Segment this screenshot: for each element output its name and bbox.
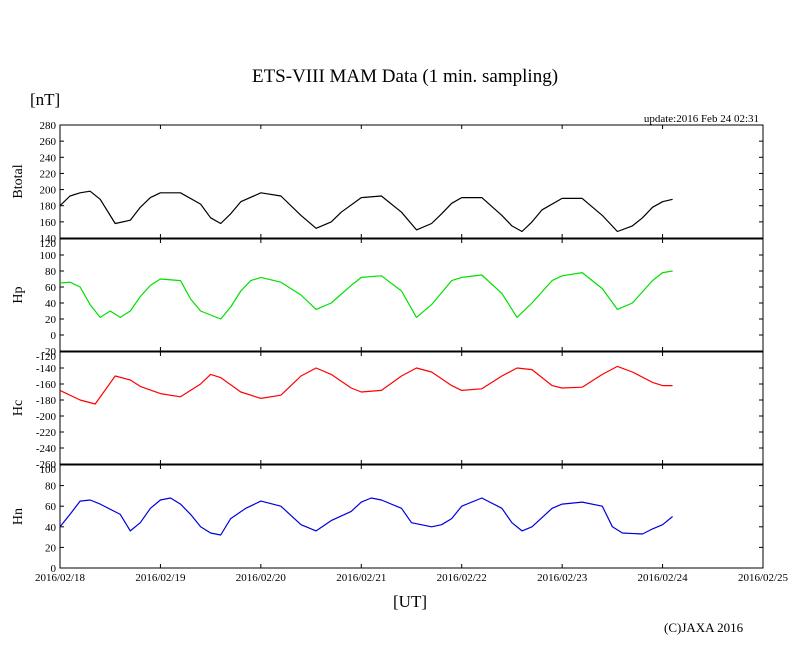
y-tick-label: 0 [51,563,57,575]
y-tick-label: -140 [36,363,57,375]
y-tick-label: 140 [40,233,57,245]
y-tick-label: 180 [40,201,57,213]
series-line-btotal [59,190,673,233]
x-tick-label: 2016/02/20 [236,572,287,584]
y-tick-label: 0 [51,330,57,342]
y-tick-label: 20 [45,314,57,326]
y-tick-label: -120 [36,351,57,363]
y-tick-label: 280 [40,120,57,132]
y-tick-label: -220 [36,427,57,439]
y-tick-label: 100 [40,250,57,262]
y-tick-label: 100 [40,464,57,476]
y-tick-label: 40 [45,298,57,310]
panel-label-hp: Hp [11,286,26,303]
panel-frame-hc [59,351,764,465]
y-tick-label: 260 [40,136,57,148]
copyright-text: (C)JAXA 2016 [664,620,744,635]
x-tick-label: 2016/02/24 [638,572,689,584]
y-tick-label: 80 [45,266,57,278]
x-tick-label: 2016/02/23 [537,572,588,584]
y-tick-label: 60 [45,282,57,294]
panel-label-hn: Hn [11,508,26,525]
y-tick-label: -180 [36,395,57,407]
x-tick-label: 2016/02/22 [437,572,487,584]
y-tick-label: -260 [36,459,57,471]
y-tick-label: -200 [36,411,57,423]
y-unit-label: [nT] [30,90,61,109]
x-tick-label: 2016/02/18 [35,572,86,584]
y-tick-label: 160 [40,217,57,229]
y-tick-label: -160 [36,379,57,391]
panel-label-hc: Hc [11,400,26,416]
y-tick-label: 60 [45,501,57,513]
chart-title: ETS-VIII MAM Data (1 min. sampling) [251,66,559,87]
y-tick-label: 40 [45,522,57,534]
y-tick-label: 120 [40,238,57,250]
panel-frame-hp [59,238,764,352]
y-tick-label: 20 [45,542,57,554]
y-tick-label: 80 [45,481,57,493]
y-tick-label: 240 [40,152,57,164]
x-tick-label: 2016/02/21 [336,572,386,584]
x-tick-label: 2016/02/19 [135,572,186,584]
series-line-hc [59,365,673,405]
series-line-hp [59,270,673,320]
y-tick-label: 200 [40,185,57,197]
y-tick-label: -20 [41,346,56,358]
panel-frame-hn [59,464,764,569]
y-tick-label: -240 [36,443,57,455]
y-tick-label: 220 [40,168,57,180]
panel-frame-btotal [59,124,764,239]
series-line-hn [59,497,673,536]
panel-label-btotal: Btotal [11,164,26,198]
update-timestamp: update:2016 Feb 24 02:31 [643,113,759,125]
x-tick-label: 2016/02/25 [738,572,789,584]
x-unit-label: [UT] [393,592,427,611]
